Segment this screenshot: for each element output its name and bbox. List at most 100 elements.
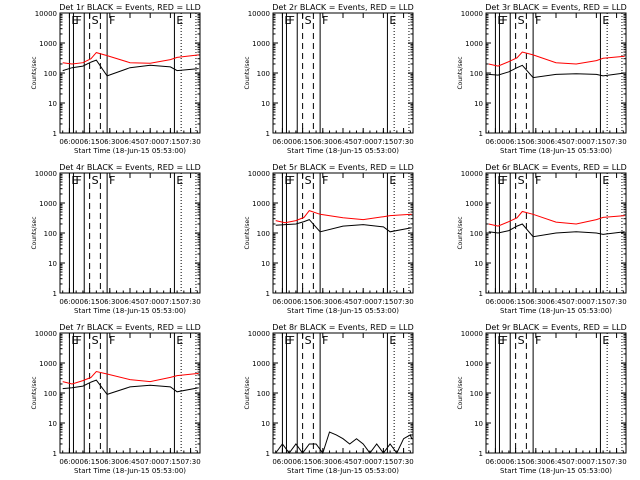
y-tick-label: 1000 xyxy=(39,40,57,48)
chart-panel-6: Det 6r BLACK = Events, RED = LLD 1 10 100 10… xyxy=(457,163,627,315)
y-tick-label: 1 xyxy=(266,290,270,298)
chart-panel-4: Det 4r BLACK = Events, RED = LLD 1 10 100 10… xyxy=(31,163,201,315)
x-tick-label: 07:30 xyxy=(606,458,626,466)
x-tick-label: 06:30 xyxy=(526,458,546,466)
y-axis-label: Counts/sec xyxy=(244,56,251,89)
x-axis-label: Start Time (18-Jun-15 05:53:00) xyxy=(287,467,399,475)
x-tick-label: 07:30 xyxy=(180,138,200,146)
y-tick-label: 10000 xyxy=(35,330,57,338)
y-tick-label: 10 xyxy=(261,100,270,108)
y-tick-label: 1000 xyxy=(465,40,483,48)
y-tick-label: 100 xyxy=(470,390,483,398)
chart-panel-2: Det 2r BLACK = Events, RED = LLD 1 10 100 10… xyxy=(244,3,414,155)
y-tick-label: 1000 xyxy=(465,200,483,208)
interval-marker-label: E xyxy=(389,334,396,347)
x-tick-label: 07:30 xyxy=(393,458,413,466)
x-tick-label: 06:15 xyxy=(80,298,100,306)
interval-marker-label: E xyxy=(602,174,609,187)
y-axis-label: Counts/sec xyxy=(457,376,464,409)
x-tick-label: 07:00 xyxy=(140,138,160,146)
interval-marker-label: S xyxy=(305,334,312,347)
interval-marker-label: F xyxy=(501,14,507,27)
x-tick-label: 06:45 xyxy=(120,458,140,466)
y-axis-label: Counts/sec xyxy=(31,216,38,249)
chart-title: Det 7r BLACK = Events, RED = LLD xyxy=(59,323,201,332)
y-tick-label: 10000 xyxy=(35,10,57,18)
y-tick-label: 100 xyxy=(44,230,57,238)
series-line-black xyxy=(275,219,412,233)
series-line-red xyxy=(62,370,199,385)
x-tick-label: 06:00 xyxy=(485,458,505,466)
x-tick-label: 06:45 xyxy=(333,138,353,146)
plot-frame xyxy=(485,332,627,454)
x-tick-label: 07:15 xyxy=(373,138,393,146)
interval-marker-label: E xyxy=(284,334,291,347)
y-axis-label: Counts/sec xyxy=(457,216,464,249)
y-tick-label: 1000 xyxy=(39,200,57,208)
y-axis-label: Counts/sec xyxy=(457,56,464,89)
x-tick-label: 07:15 xyxy=(373,458,393,466)
interval-marker-label: S xyxy=(518,174,525,187)
x-tick-label: 07:15 xyxy=(586,138,606,146)
x-axis-label: Start Time (18-Jun-15 05:53:00) xyxy=(74,147,186,155)
x-tick-label: 06:00 xyxy=(485,138,505,146)
x-tick-label: 06:00 xyxy=(59,138,79,146)
x-tick-label: 07:00 xyxy=(353,458,373,466)
x-tick-label: 07:15 xyxy=(160,298,180,306)
y-tick-label: 100 xyxy=(470,230,483,238)
chart-title: Det 5r BLACK = Events, RED = LLD xyxy=(272,163,414,172)
x-tick-label: 06:00 xyxy=(272,138,292,146)
x-tick-label: 06:30 xyxy=(526,138,546,146)
interval-marker-label: F xyxy=(501,334,507,347)
x-tick-label: 06:30 xyxy=(313,458,333,466)
interval-marker-label: F xyxy=(109,14,115,27)
series-line-red xyxy=(62,52,199,65)
y-tick-label: 1000 xyxy=(252,40,270,48)
series-line-red xyxy=(275,210,412,224)
plot-frame xyxy=(272,12,414,134)
interval-marker-label: E xyxy=(176,334,183,347)
x-tick-label: 06:15 xyxy=(293,298,313,306)
y-tick-label: 10 xyxy=(474,100,483,108)
y-tick-label: 100 xyxy=(257,230,270,238)
chart-title: Det 8r BLACK = Events, RED = LLD xyxy=(272,323,414,332)
interval-marker-label: S xyxy=(305,174,312,187)
y-axis-label: Counts/sec xyxy=(244,376,251,409)
y-tick-label: 100 xyxy=(470,70,483,78)
x-tick-label: 07:15 xyxy=(586,298,606,306)
y-tick-label: 1 xyxy=(479,130,483,138)
interval-marker-label: F xyxy=(288,14,294,27)
x-tick-label: 07:15 xyxy=(160,138,180,146)
y-tick-label: 10000 xyxy=(35,170,57,178)
interval-marker-label: F xyxy=(109,174,115,187)
x-tick-label: 06:45 xyxy=(546,298,566,306)
plot-frame xyxy=(272,172,414,294)
chart-title: Det 3r BLACK = Events, RED = LLD xyxy=(485,3,627,12)
x-tick-label: 06:15 xyxy=(80,458,100,466)
chart-panel-3: Det 3r BLACK = Events, RED = LLD 1 10 100 10… xyxy=(457,3,627,155)
x-tick-label: 07:15 xyxy=(586,458,606,466)
interval-marker-label: S xyxy=(92,334,99,347)
x-axis-label: Start Time (18-Jun-15 05:53:00) xyxy=(74,467,186,475)
y-tick-label: 1 xyxy=(479,450,483,458)
y-tick-label: 10000 xyxy=(248,10,270,18)
y-tick-label: 10 xyxy=(48,420,57,428)
interval-marker-label: E xyxy=(284,174,291,187)
y-tick-label: 10 xyxy=(474,260,483,268)
chart-panel-1: Det 1r BLACK = Events, RED = LLD 1 10 100 10… xyxy=(31,3,201,155)
interval-marker-label: F xyxy=(75,334,81,347)
x-tick-label: 06:15 xyxy=(80,138,100,146)
y-tick-label: 1 xyxy=(266,130,270,138)
x-tick-label: 06:30 xyxy=(100,298,120,306)
plot-frame xyxy=(59,12,201,134)
x-tick-label: 06:15 xyxy=(506,458,526,466)
series-line-black xyxy=(275,431,413,455)
x-tick-label: 06:45 xyxy=(333,298,353,306)
x-axis-label: Start Time (18-Jun-15 05:53:00) xyxy=(287,147,399,155)
y-axis-label: Counts/sec xyxy=(31,56,38,89)
x-tick-label: 06:15 xyxy=(506,298,526,306)
plot-frame xyxy=(485,12,627,134)
interval-marker-label: F xyxy=(322,174,328,187)
x-tick-label: 06:15 xyxy=(293,458,313,466)
x-tick-label: 06:45 xyxy=(546,458,566,466)
